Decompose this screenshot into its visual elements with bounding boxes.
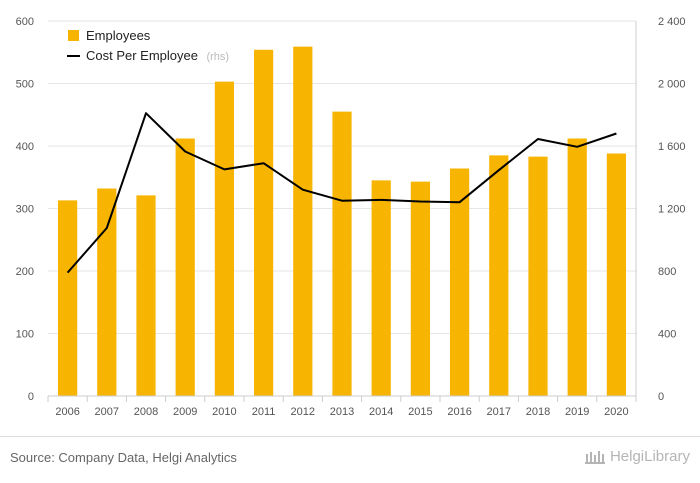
x-tick-label: 2019 bbox=[565, 406, 589, 418]
bar-employees bbox=[449, 168, 470, 396]
y-left-tick-label: 0 bbox=[28, 391, 34, 403]
bar-employees bbox=[57, 200, 78, 396]
x-tick-label: 2007 bbox=[95, 406, 119, 418]
x-tick-label: 2017 bbox=[487, 406, 511, 418]
legend-swatch-employees bbox=[68, 30, 79, 41]
x-tick-label: 2018 bbox=[526, 406, 550, 418]
brand-logo: HelgiLibrary bbox=[584, 448, 690, 465]
y-left-tick-label: 500 bbox=[16, 79, 34, 91]
bar-employees bbox=[410, 181, 431, 396]
y-left-tick-label: 300 bbox=[16, 204, 34, 216]
x-tick-label: 2012 bbox=[291, 406, 315, 418]
x-tick-label: 2006 bbox=[55, 406, 79, 418]
legend-label-cost-per-employee-name: Cost Per Employee bbox=[86, 48, 198, 63]
x-tick-label: 2014 bbox=[369, 406, 393, 418]
y-right-tick-label: 0 bbox=[658, 391, 664, 403]
x-tick-label: 2016 bbox=[447, 406, 471, 418]
x-tick-label: 2020 bbox=[604, 406, 628, 418]
legend-label-rhs-note: (rhs) bbox=[206, 51, 229, 63]
bar-employees bbox=[214, 81, 235, 396]
y-right-tick-label: 800 bbox=[658, 266, 676, 278]
bar-employees bbox=[606, 153, 627, 396]
x-tick-label: 2015 bbox=[408, 406, 432, 418]
bar-employees bbox=[136, 195, 156, 396]
y-right-tick-label: 2 400 bbox=[658, 16, 686, 28]
bar-employees bbox=[567, 138, 587, 396]
y-left-tick-label: 400 bbox=[16, 141, 34, 153]
line-cost-per-employee bbox=[66, 112, 617, 274]
y-left-tick-label: 600 bbox=[16, 16, 34, 28]
line-series-cost-per-employee bbox=[66, 112, 617, 274]
x-tick-label: 2013 bbox=[330, 406, 354, 418]
x-tick-label: 2010 bbox=[212, 406, 236, 418]
bar-employees bbox=[528, 156, 548, 396]
y-left-tick-label: 100 bbox=[16, 329, 34, 341]
brand-name: HelgiLibrary bbox=[609, 448, 690, 465]
y-right-tick-label: 1 600 bbox=[658, 141, 686, 153]
bar-employees bbox=[97, 188, 117, 396]
bar-employees bbox=[253, 49, 274, 396]
bar-employees bbox=[293, 46, 313, 396]
source-note: Source: Company Data, Helgi Analytics bbox=[10, 450, 237, 465]
x-tick-label: 2011 bbox=[252, 406, 276, 418]
y-left-tick-label: 200 bbox=[16, 266, 34, 278]
y-right-tick-label: 1 200 bbox=[658, 204, 686, 216]
bar-employees bbox=[175, 138, 195, 396]
x-tick-label: 2008 bbox=[134, 406, 158, 418]
x-tick-label: 2009 bbox=[173, 406, 197, 418]
footer-divider bbox=[0, 436, 700, 437]
bar-employees bbox=[371, 180, 391, 396]
legend: Employees Cost Per Employee (rhs) bbox=[67, 28, 229, 64]
y-right-tick-label: 2 000 bbox=[658, 79, 686, 91]
library-icon bbox=[584, 450, 605, 464]
bar-employees bbox=[489, 155, 509, 396]
axes: 0 0 100 400 200 800 300 1 200 400 1 600 500 2 000 60… bbox=[16, 16, 686, 418]
y-right-tick-label: 400 bbox=[658, 329, 676, 341]
chart: 0 0 100 400 200 800 300 1 200 400 1 600 500 2 000 60… bbox=[16, 16, 686, 418]
legend-label-cost-per-employee: Cost Per Employee (rhs) bbox=[86, 47, 229, 64]
legend-label-employees: Employees bbox=[86, 28, 151, 43]
bar-series-employees bbox=[57, 46, 627, 396]
bar-employees bbox=[332, 111, 352, 396]
